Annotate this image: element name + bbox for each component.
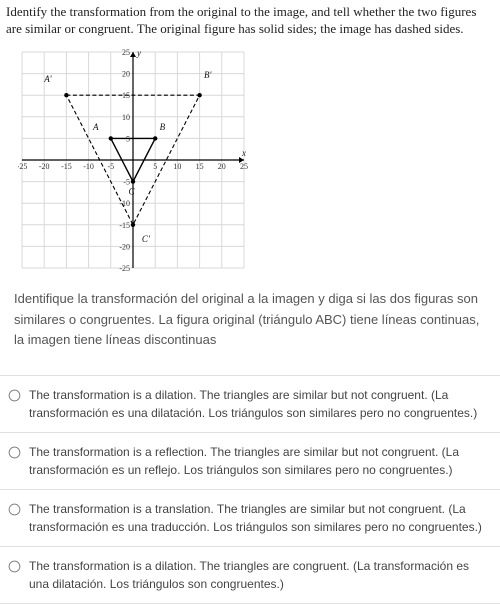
svg-text:y: y <box>136 48 141 58</box>
option-radio[interactable] <box>9 447 21 459</box>
options-list: The transformation is a dilation. The tr… <box>0 375 500 604</box>
svg-text:C: C <box>129 186 136 196</box>
svg-text:-25: -25 <box>119 264 130 272</box>
svg-text:-15: -15 <box>119 221 130 230</box>
option-row[interactable]: The transformation is a dilation. The tr… <box>0 546 500 604</box>
coordinate-graph: -25-20-15-10-5510152025-25-20-15-10-5510… <box>18 48 248 272</box>
option-text: The transformation is a reflection. The … <box>29 443 488 479</box>
svg-text:-5: -5 <box>123 177 130 186</box>
question-prompt-es: Identifique la transformación del origin… <box>0 279 500 369</box>
svg-text:x: x <box>241 148 246 158</box>
svg-text:25: 25 <box>122 48 130 57</box>
svg-text:C': C' <box>142 234 151 244</box>
svg-text:10: 10 <box>173 162 181 171</box>
option-row[interactable]: The transformation is a dilation. The tr… <box>0 375 500 432</box>
option-row[interactable]: The transformation is a translation. The… <box>0 489 500 546</box>
option-radio[interactable] <box>9 504 21 516</box>
option-text: The transformation is a translation. The… <box>29 500 488 536</box>
option-radio[interactable] <box>9 390 21 402</box>
svg-text:20: 20 <box>122 69 130 78</box>
option-radio[interactable] <box>9 561 21 573</box>
svg-text:A: A <box>92 122 99 132</box>
svg-text:5: 5 <box>153 162 157 171</box>
svg-text:-15: -15 <box>61 162 72 171</box>
svg-text:-20: -20 <box>39 162 50 171</box>
question-prompt-en: Identify the transformation from the ori… <box>0 0 500 42</box>
option-text: The transformation is a dilation. The tr… <box>29 386 488 422</box>
option-row[interactable]: The transformation is a reflection. The … <box>0 432 500 489</box>
graph-container: -25-20-15-10-5510152025-25-20-15-10-5510… <box>0 42 500 279</box>
svg-text:20: 20 <box>218 162 226 171</box>
svg-text:25: 25 <box>240 162 248 171</box>
svg-text:-10: -10 <box>83 162 94 171</box>
svg-text:B': B' <box>204 70 212 80</box>
svg-text:15: 15 <box>196 162 204 171</box>
svg-text:A': A' <box>43 74 52 84</box>
svg-text:10: 10 <box>122 113 130 122</box>
option-text: The transformation is a dilation. The tr… <box>29 557 488 593</box>
svg-text:-25: -25 <box>18 162 27 171</box>
svg-text:B: B <box>160 122 166 132</box>
svg-text:-5: -5 <box>107 162 114 171</box>
svg-text:-20: -20 <box>119 242 130 251</box>
